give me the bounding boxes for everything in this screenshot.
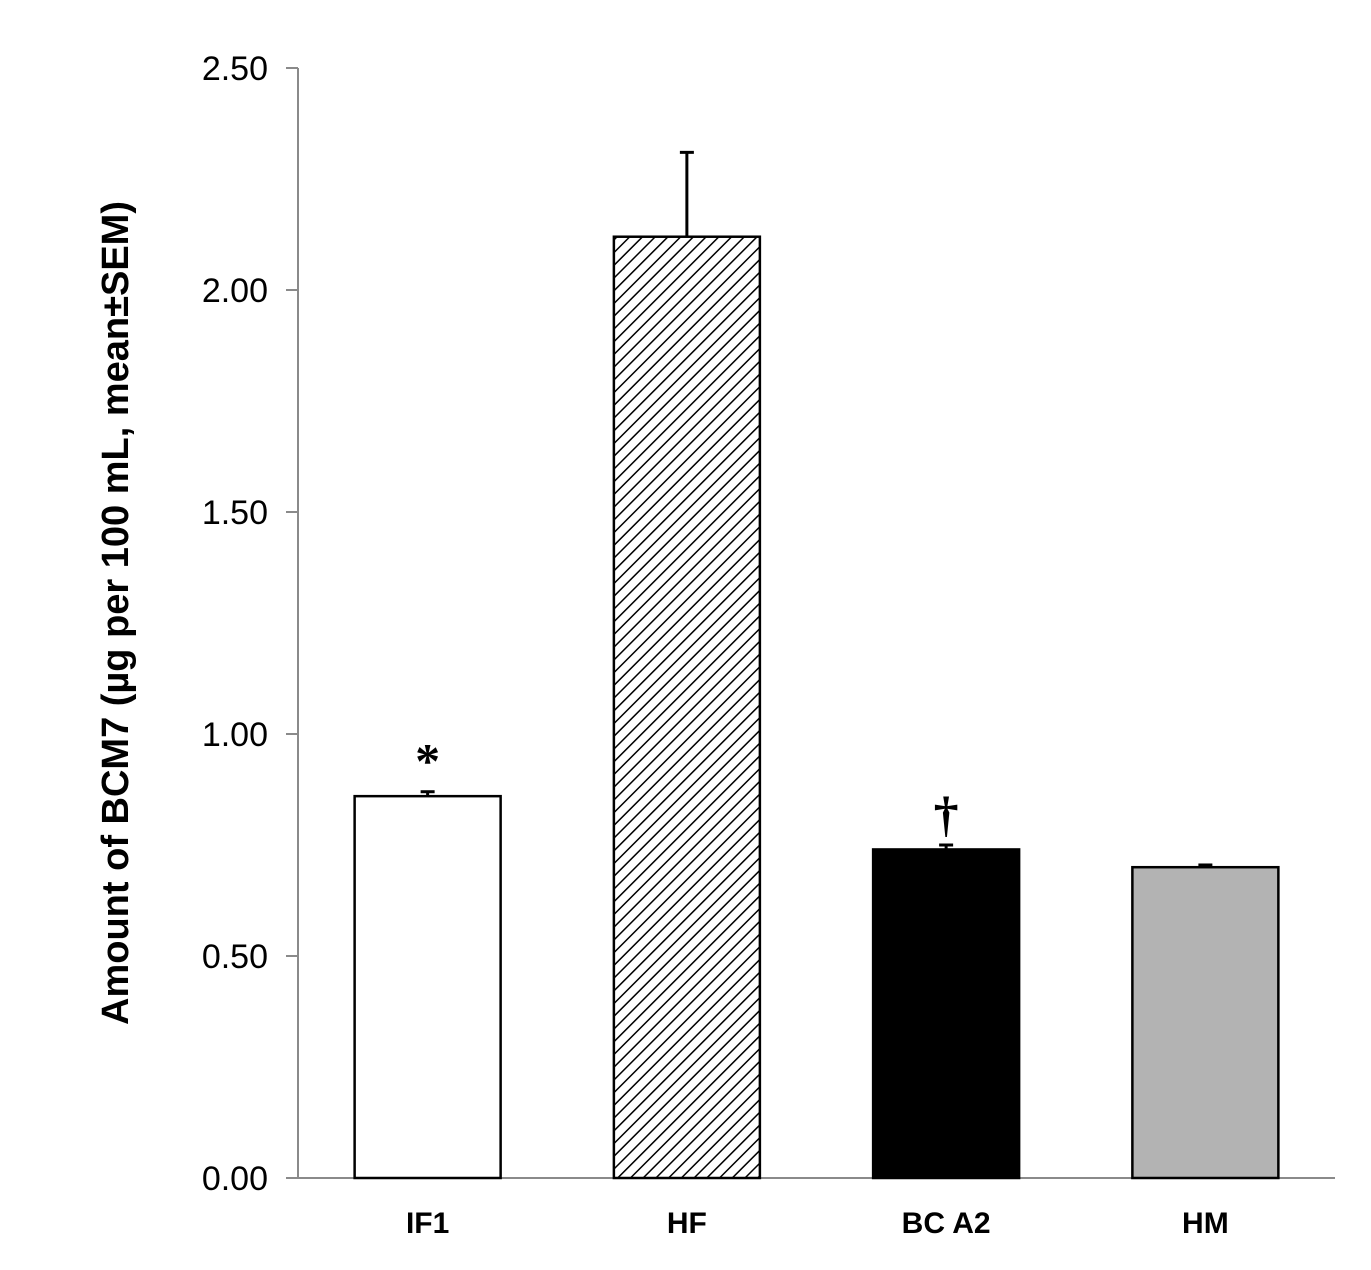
bar-bc-a2 bbox=[871, 848, 1021, 1180]
bar-if1 bbox=[353, 794, 502, 1180]
x-tick-label: BC A2 bbox=[902, 1207, 991, 1240]
y-axis-label: Amount of BCM7 (µg per 100 mL, mean±SEM) bbox=[95, 201, 137, 1025]
x-tick-label: HM bbox=[1182, 1207, 1229, 1240]
bar-hf bbox=[612, 235, 762, 1180]
bar-hm bbox=[1131, 865, 1280, 1180]
y-tick-label: 1.00 bbox=[202, 716, 268, 754]
x-tick-label: HF bbox=[667, 1207, 707, 1240]
y-tick-label: 1.50 bbox=[202, 494, 268, 532]
y-tick-label: 2.00 bbox=[202, 272, 268, 310]
significance-marker: † bbox=[934, 786, 959, 842]
y-tick-label: 0.00 bbox=[202, 1160, 268, 1198]
x-tick-label: IF1 bbox=[406, 1207, 449, 1240]
significance-marker: * bbox=[415, 733, 440, 789]
y-tick-label: 2.50 bbox=[202, 50, 268, 88]
y-tick-label: 0.50 bbox=[202, 938, 268, 976]
